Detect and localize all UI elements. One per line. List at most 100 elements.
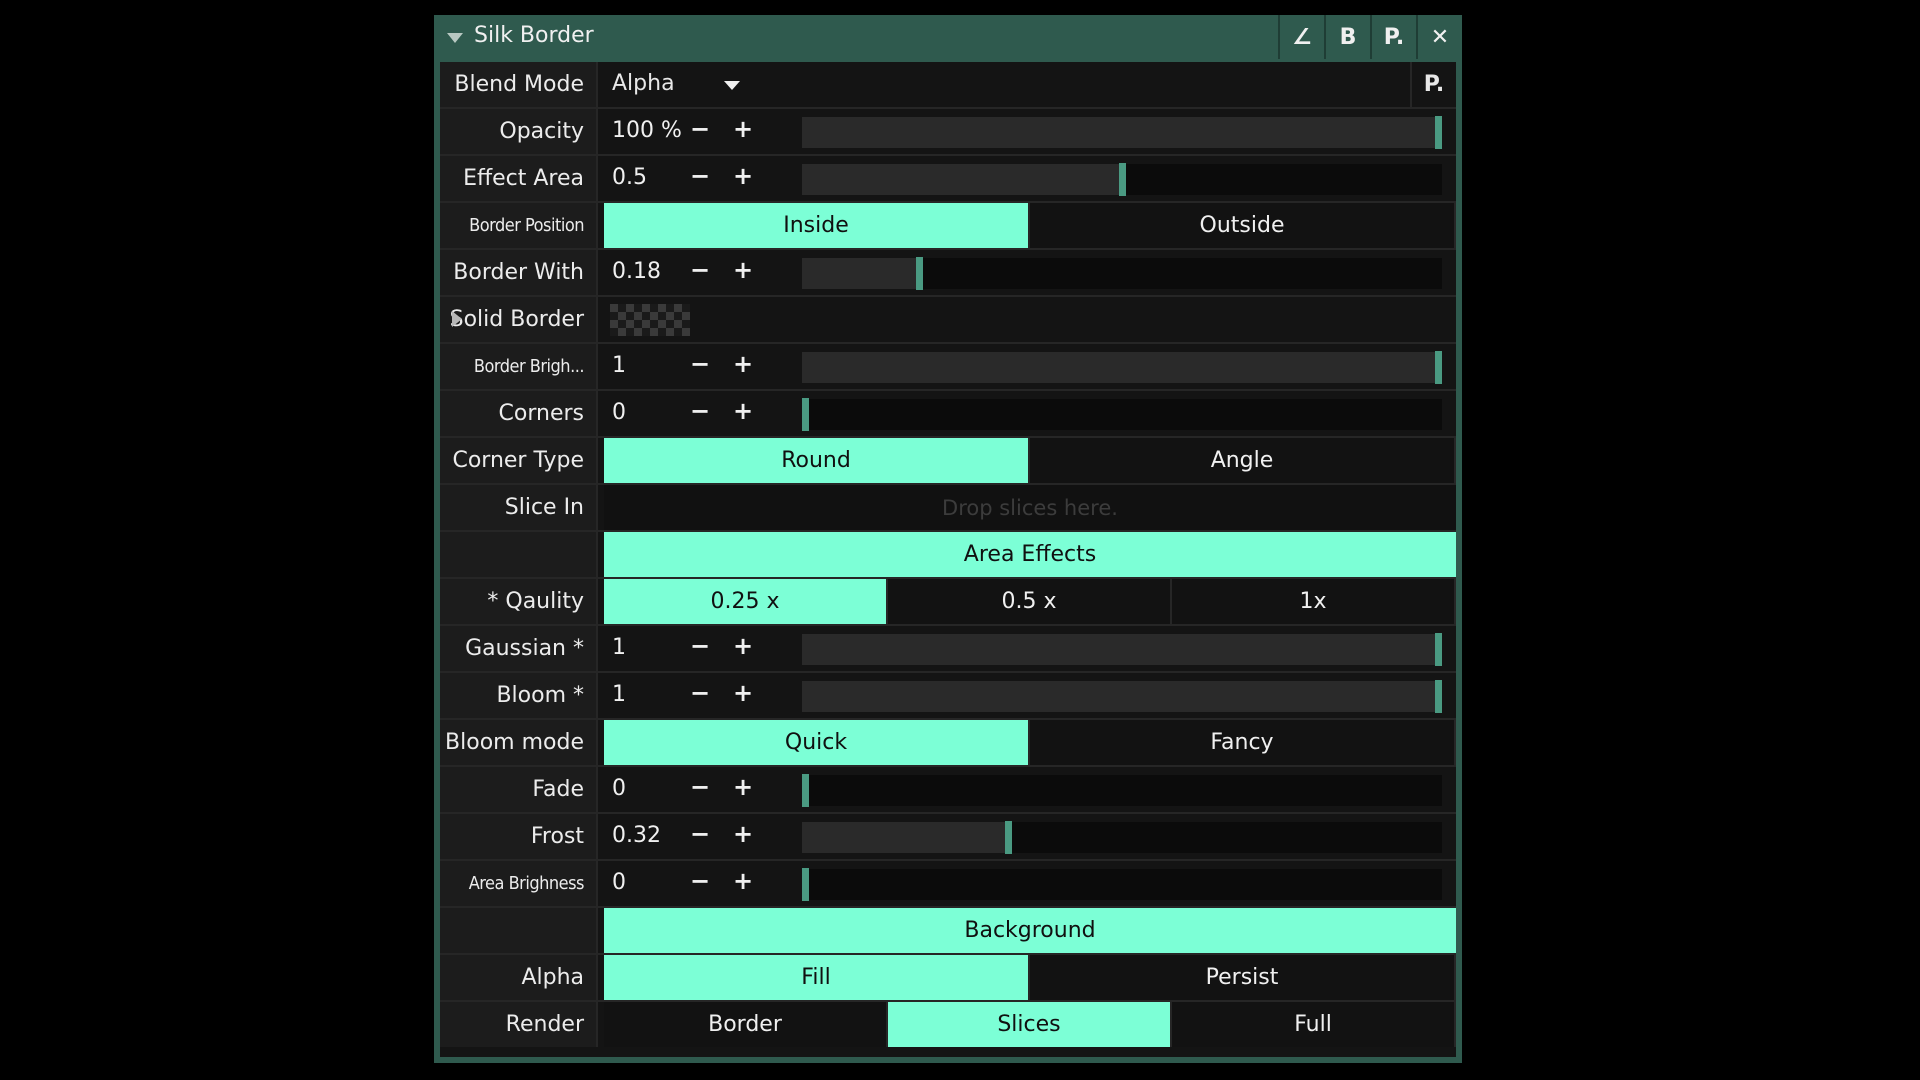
blend-mode-value: Alpha bbox=[612, 71, 675, 96]
frost-minus-button[interactable]: − bbox=[690, 820, 711, 848]
row-alpha: Alpha Fill Persist bbox=[440, 955, 1456, 1002]
area-brightness-plus-button[interactable]: + bbox=[733, 867, 754, 895]
quality-option-025[interactable]: 0.25 x bbox=[604, 579, 888, 624]
opacity-slider[interactable] bbox=[802, 116, 1442, 149]
corners-minus-button[interactable]: − bbox=[690, 397, 711, 425]
bloom-mode-label: Bloom mode bbox=[440, 720, 598, 765]
effect-area-minus-button[interactable]: − bbox=[690, 162, 711, 190]
collapse-arrow-icon[interactable] bbox=[447, 33, 463, 43]
opacity-minus-button[interactable]: − bbox=[690, 115, 711, 143]
bloom-mode-quick[interactable]: Quick bbox=[604, 720, 1030, 765]
slider-handle[interactable] bbox=[916, 257, 923, 290]
corner-type-label: Corner Type bbox=[440, 438, 598, 483]
row-frost: Frost 0.32 − + bbox=[440, 814, 1456, 861]
quality-option-05[interactable]: 0.5 x bbox=[888, 579, 1172, 624]
render-full[interactable]: Full bbox=[1172, 1002, 1456, 1047]
opacity-value[interactable]: 100 % bbox=[612, 118, 682, 143]
corner-type-round[interactable]: Round bbox=[604, 438, 1030, 483]
border-width-minus-button[interactable]: − bbox=[690, 256, 711, 284]
slider-handle[interactable] bbox=[802, 868, 809, 901]
fade-minus-button[interactable]: − bbox=[690, 773, 711, 801]
solid-border-label[interactable]: Solid Border bbox=[440, 297, 598, 342]
fade-value[interactable]: 0 bbox=[612, 776, 626, 801]
panel-titlebar: Silk Border ∠ B P. ✕ bbox=[434, 15, 1462, 59]
corners-slider[interactable] bbox=[802, 398, 1442, 431]
border-position-label: Border Position bbox=[440, 203, 598, 248]
bloom-mode-fancy[interactable]: Fancy bbox=[1030, 720, 1456, 765]
effect-area-plus-button[interactable]: + bbox=[733, 162, 754, 190]
slider-fill bbox=[802, 258, 916, 289]
row-area-brightness: Area Brighness 0 − + bbox=[440, 861, 1456, 908]
bloom-slider[interactable] bbox=[802, 680, 1442, 713]
slider-handle[interactable] bbox=[802, 398, 809, 431]
solid-border-color-swatch[interactable] bbox=[610, 304, 690, 336]
row-solid-border: Solid Border bbox=[440, 297, 1456, 344]
effect-area-value[interactable]: 0.5 bbox=[612, 165, 647, 190]
border-brightness-slider[interactable] bbox=[802, 351, 1442, 384]
alpha-fill[interactable]: Fill bbox=[604, 955, 1030, 1000]
slice-drop-zone[interactable]: Drop slices here. bbox=[604, 485, 1456, 530]
row-bloom-mode: Bloom mode Quick Fancy bbox=[440, 720, 1456, 767]
border-position-inside[interactable]: Inside bbox=[604, 203, 1030, 248]
gaussian-minus-button[interactable]: − bbox=[690, 632, 711, 660]
slider-handle[interactable] bbox=[1435, 116, 1442, 149]
slider-fill bbox=[802, 681, 1435, 712]
opacity-plus-button[interactable]: + bbox=[733, 115, 754, 143]
quality-option-1[interactable]: 1x bbox=[1172, 579, 1456, 624]
render-label: Render bbox=[440, 1002, 598, 1047]
area-brightness-slider[interactable] bbox=[802, 868, 1442, 901]
bloom-value[interactable]: 1 bbox=[612, 682, 626, 707]
slider-fill bbox=[802, 634, 1435, 665]
area-brightness-value[interactable]: 0 bbox=[612, 870, 626, 895]
row-corner-type: Corner Type Round Angle bbox=[440, 438, 1456, 485]
border-width-plus-button[interactable]: + bbox=[733, 256, 754, 284]
slider-fill bbox=[802, 352, 1435, 383]
border-width-slider[interactable] bbox=[802, 257, 1442, 290]
slider-handle[interactable] bbox=[802, 774, 809, 807]
slider-handle[interactable] bbox=[1435, 351, 1442, 384]
effect-area-slider[interactable] bbox=[802, 163, 1442, 196]
panel-body: Blend Mode Alpha P. Opacity 100 % − + Ef… bbox=[440, 62, 1456, 1057]
blend-mode-dropdown[interactable]: Alpha P. bbox=[604, 62, 1456, 107]
blend-mode-preset-button[interactable]: P. bbox=[1410, 62, 1456, 107]
slider-handle[interactable] bbox=[1005, 821, 1012, 854]
slider-fill bbox=[802, 822, 1005, 853]
border-width-value[interactable]: 0.18 bbox=[612, 259, 661, 284]
fade-label: Fade bbox=[440, 767, 598, 812]
background-header: Background bbox=[604, 908, 1456, 953]
close-button[interactable]: ✕ bbox=[1416, 15, 1462, 59]
bypass-button[interactable]: B bbox=[1324, 15, 1370, 59]
gaussian-value[interactable]: 1 bbox=[612, 635, 626, 660]
row-fade: Fade 0 − + bbox=[440, 767, 1456, 814]
background-label-empty bbox=[440, 908, 598, 953]
render-slices[interactable]: Slices bbox=[888, 1002, 1172, 1047]
quality-label: * Qaulity bbox=[440, 579, 598, 624]
gaussian-slider[interactable] bbox=[802, 633, 1442, 666]
corner-type-angle[interactable]: Angle bbox=[1030, 438, 1456, 483]
corners-value[interactable]: 0 bbox=[612, 400, 626, 425]
fade-plus-button[interactable]: + bbox=[733, 773, 754, 801]
slider-handle[interactable] bbox=[1435, 680, 1442, 713]
fade-slider[interactable] bbox=[802, 774, 1442, 807]
area-brightness-minus-button[interactable]: − bbox=[690, 867, 711, 895]
bloom-minus-button[interactable]: − bbox=[690, 679, 711, 707]
angle-button[interactable]: ∠ bbox=[1278, 15, 1324, 59]
frost-plus-button[interactable]: + bbox=[733, 820, 754, 848]
row-border-position: Border Position Inside Outside bbox=[440, 203, 1456, 250]
bloom-label: Bloom * bbox=[440, 673, 598, 718]
frost-value[interactable]: 0.32 bbox=[612, 823, 661, 848]
border-brightness-plus-button[interactable]: + bbox=[733, 350, 754, 378]
gaussian-plus-button[interactable]: + bbox=[733, 632, 754, 660]
alpha-persist[interactable]: Persist bbox=[1030, 955, 1456, 1000]
bloom-plus-button[interactable]: + bbox=[733, 679, 754, 707]
slider-handle[interactable] bbox=[1435, 633, 1442, 666]
render-border[interactable]: Border bbox=[604, 1002, 888, 1047]
preset-button[interactable]: P. bbox=[1370, 15, 1416, 59]
corners-plus-button[interactable]: + bbox=[733, 397, 754, 425]
slider-handle[interactable] bbox=[1119, 163, 1126, 196]
border-brightness-value[interactable]: 1 bbox=[612, 353, 626, 378]
frost-slider[interactable] bbox=[802, 821, 1442, 854]
border-position-outside[interactable]: Outside bbox=[1030, 203, 1456, 248]
border-brightness-minus-button[interactable]: − bbox=[690, 350, 711, 378]
expand-arrow-icon[interactable] bbox=[452, 311, 462, 327]
